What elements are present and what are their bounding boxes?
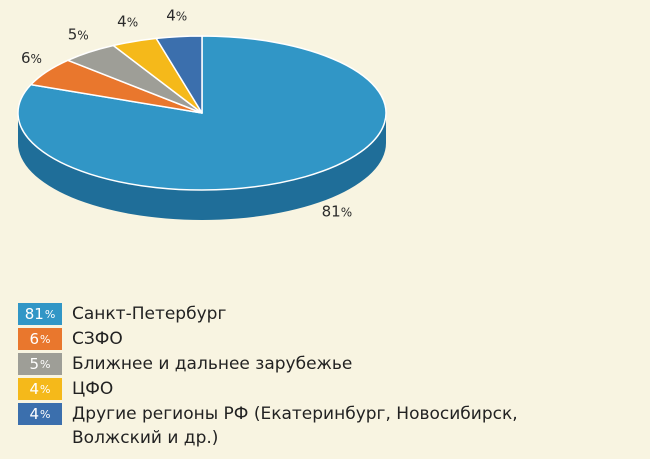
legend-percent-sign: % xyxy=(40,357,51,371)
pie-slice-1 xyxy=(17,35,387,191)
pie-data-labels: 81% 6% 5% 4% 4% xyxy=(21,7,352,221)
legend-percent-sign: % xyxy=(40,332,51,346)
legend-value: 5 xyxy=(29,355,40,373)
legend-value: 6 xyxy=(29,330,40,348)
legend-value: 4 xyxy=(29,380,40,398)
pie-data-label-5: 4% xyxy=(166,7,187,25)
pie-data-label-3: 5% xyxy=(68,26,89,44)
legend-label: СЗФО xyxy=(72,329,123,349)
legend-percent-sign: % xyxy=(44,307,56,321)
legend-percent-sign: % xyxy=(40,382,51,396)
legend-swatch: 4% xyxy=(18,403,62,425)
legend-swatch: 81% xyxy=(18,303,62,325)
legend-item: 6% СЗФО xyxy=(18,327,638,351)
pie-sides xyxy=(18,113,386,220)
legend-swatch: 6% xyxy=(18,328,62,350)
pie-data-label-2: 6% xyxy=(21,49,42,67)
pie-data-label-1: 81% xyxy=(322,202,353,220)
legend-percent-sign: % xyxy=(40,407,51,421)
pie-slices xyxy=(17,35,387,191)
pie-data-label-4: 4% xyxy=(117,13,138,31)
legend-label: Ближнее и дальнее зарубежье xyxy=(72,354,353,374)
legend-swatch: 4% xyxy=(18,378,62,400)
pie-chart: 81% 6% 5% 4% 4% xyxy=(17,7,387,221)
legend-value: 4 xyxy=(29,405,40,423)
legend-item: 81% Санкт-Петербург xyxy=(18,302,638,326)
legend-item: 5% Ближнее и дальнее зарубежье xyxy=(18,352,638,376)
legend-swatch: 5% xyxy=(18,353,62,375)
legend-label: Санкт-Петербург xyxy=(72,304,227,324)
pie-slice-5 xyxy=(155,35,203,114)
legend-item: 4% Другие регионы РФ (Екатеринбург, Новос… xyxy=(18,402,638,450)
legend-label: ЦФО xyxy=(72,379,114,399)
legend-label: Другие регионы РФ (Екатеринбург, Новосиб… xyxy=(72,404,518,448)
legend-item: 4% ЦФО xyxy=(18,377,638,401)
legend: 81% Санкт-Петербург 6% СЗФО 5% Ближнее и даль… xyxy=(18,302,638,451)
pie-side-1 xyxy=(18,113,386,220)
legend-value: 81 xyxy=(24,305,44,323)
